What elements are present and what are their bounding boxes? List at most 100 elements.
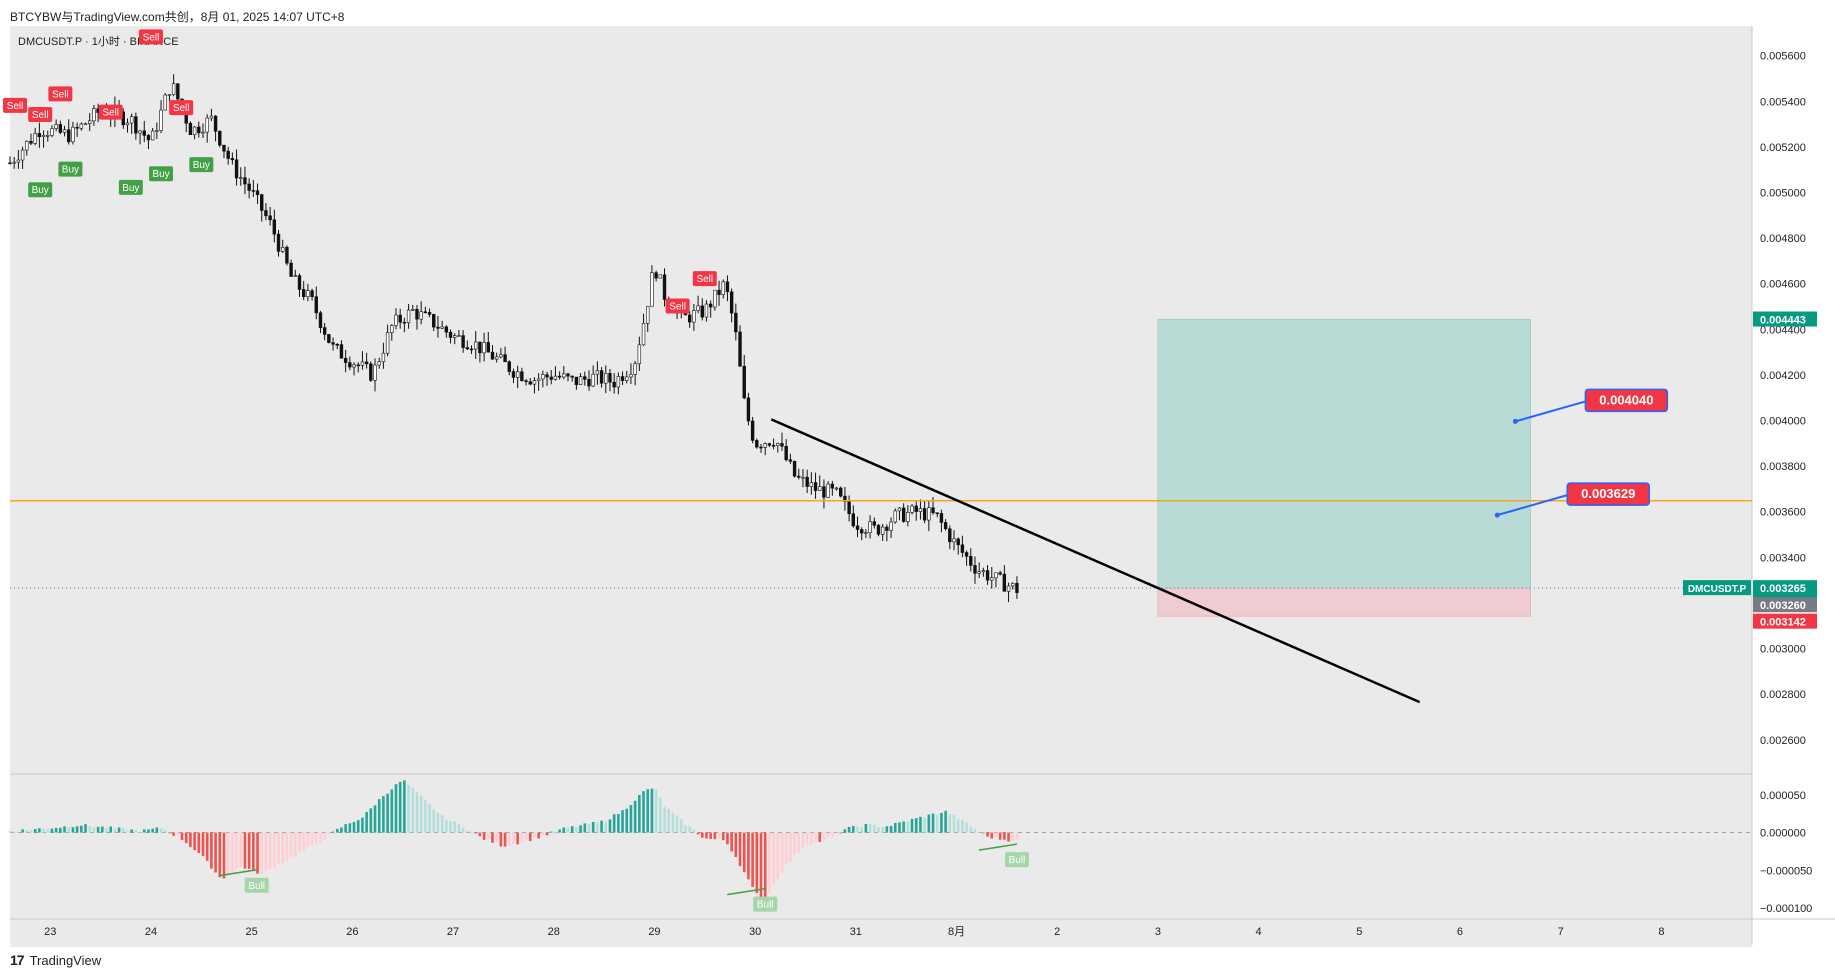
oscillator-bar xyxy=(646,789,650,833)
oscillator-bar xyxy=(654,789,658,833)
oscillator-bar xyxy=(696,832,700,835)
axis-badge-label: 0.004443 xyxy=(1760,314,1806,326)
oscillator-bar xyxy=(881,827,884,833)
candle-body xyxy=(943,522,948,530)
time-tick-label: 31 xyxy=(850,926,862,938)
candle-body xyxy=(633,363,637,375)
price-callouts[interactable]: 0.004040 0.003629 xyxy=(1494,388,1669,518)
candle-body xyxy=(771,444,776,447)
candle-body xyxy=(381,352,386,363)
oscillator-bar xyxy=(659,797,662,833)
oscillator-bar xyxy=(109,826,112,833)
candle-body xyxy=(910,505,914,513)
oscillator-bar xyxy=(533,832,536,838)
oscillator-bar xyxy=(600,820,603,833)
oscillator-bar xyxy=(147,829,150,833)
candle-body xyxy=(553,375,558,380)
horizontal-line[interactable] xyxy=(10,500,1752,589)
oscillator-bar xyxy=(373,805,377,833)
oscillator-bar xyxy=(843,829,847,833)
price-tick-label: 0.004800 xyxy=(1760,233,1806,245)
oscillator-bar xyxy=(126,830,129,833)
candle-body xyxy=(704,303,709,318)
price-tick-label: 0.005400 xyxy=(1760,96,1806,108)
candle-body xyxy=(129,116,134,124)
oscillator-bar xyxy=(780,832,784,874)
oscillator-bar xyxy=(709,832,712,839)
price-axis[interactable]: 0.005600 0.005400 0.005200 0.005000 0.004800… xyxy=(1760,51,1806,747)
oscillator-bar xyxy=(629,805,633,833)
oscillator-bar xyxy=(67,827,71,833)
candle-body xyxy=(239,177,243,179)
oscillator-bar xyxy=(377,799,381,833)
candle-body xyxy=(125,122,130,126)
oscillator-bar xyxy=(264,832,268,871)
oscillator-bar xyxy=(92,827,96,833)
oscillator-bar xyxy=(810,832,813,845)
candle-body xyxy=(541,374,545,380)
candle-body xyxy=(419,311,423,320)
oscillator-bar xyxy=(210,832,213,869)
bull-signal: Bull xyxy=(978,843,1029,868)
candle-body xyxy=(1011,582,1015,587)
candle-body xyxy=(776,443,780,446)
buy-signal: Buy xyxy=(189,157,214,173)
oscillator-bar xyxy=(759,832,763,898)
oscillator-bar xyxy=(436,812,440,833)
oscillator-bar xyxy=(180,832,184,841)
oscillator-bar xyxy=(474,832,478,834)
oscillator-bar xyxy=(734,832,738,857)
candle-body xyxy=(20,149,25,161)
time-axis[interactable]: 23 24 25 26 27 28 29 30 31 8月 2 3 4 5 6 7 8 xyxy=(44,926,1664,938)
candle-body xyxy=(650,272,654,307)
candle-body xyxy=(918,508,923,512)
signal-badge xyxy=(665,298,690,314)
candle-body xyxy=(696,305,700,311)
candle-body xyxy=(734,312,738,333)
oscillator-bar xyxy=(344,824,347,833)
time-axis-background xyxy=(10,774,1752,947)
oscillator-bar xyxy=(1011,832,1015,842)
bull-label: Bull xyxy=(757,900,774,911)
bull-badge xyxy=(244,877,269,893)
candle-body xyxy=(746,397,751,422)
oscillator-bar xyxy=(172,832,175,836)
oscillator-bar xyxy=(831,832,834,837)
signal-label: Buy xyxy=(62,165,79,176)
oscillator-bar xyxy=(914,818,918,833)
signal-badge xyxy=(692,271,717,287)
header-title: BTCYBW与TradingView.com共创，8月 01, 2025 14:… xyxy=(10,10,345,24)
oscillator-bar xyxy=(742,832,746,873)
price-tick-label: 0.003400 xyxy=(1760,552,1806,564)
position-box[interactable] xyxy=(1157,318,1531,617)
oscillator-bar xyxy=(478,832,482,837)
oscillator-bar xyxy=(130,829,133,833)
oscillator-bar xyxy=(994,832,998,837)
oscillator-bar xyxy=(793,832,796,855)
price-callout: 0.004040 xyxy=(1512,388,1669,424)
footer-brand[interactable]: 17 TradingView xyxy=(10,952,101,968)
sell-signal: Sell xyxy=(169,100,194,116)
oscillator-bar xyxy=(575,827,578,833)
oscillator-bar xyxy=(176,832,180,836)
oscillator-bar xyxy=(671,812,675,833)
axis-badge-label: 0.003142 xyxy=(1760,617,1806,629)
callout-leader xyxy=(1496,494,1568,517)
oscillator-bar xyxy=(163,830,167,833)
candle-body xyxy=(197,126,201,134)
oscillator-bar xyxy=(134,830,138,833)
candle-body xyxy=(574,376,579,385)
oscillator-tick-label: −0.000050 xyxy=(1760,865,1812,877)
time-tick-label: 26 xyxy=(346,926,358,938)
oscillator-bar xyxy=(25,829,29,833)
oscillator-bar xyxy=(604,821,608,833)
oscillator-bar xyxy=(772,832,775,886)
trendline[interactable] xyxy=(770,418,1421,704)
oscillator-bar xyxy=(101,826,104,833)
bull-label: Bull xyxy=(248,881,265,892)
oscillator-bar xyxy=(419,795,423,833)
oscillator-bar xyxy=(956,819,960,833)
candle-body xyxy=(465,347,470,350)
candle-body xyxy=(1015,582,1019,593)
